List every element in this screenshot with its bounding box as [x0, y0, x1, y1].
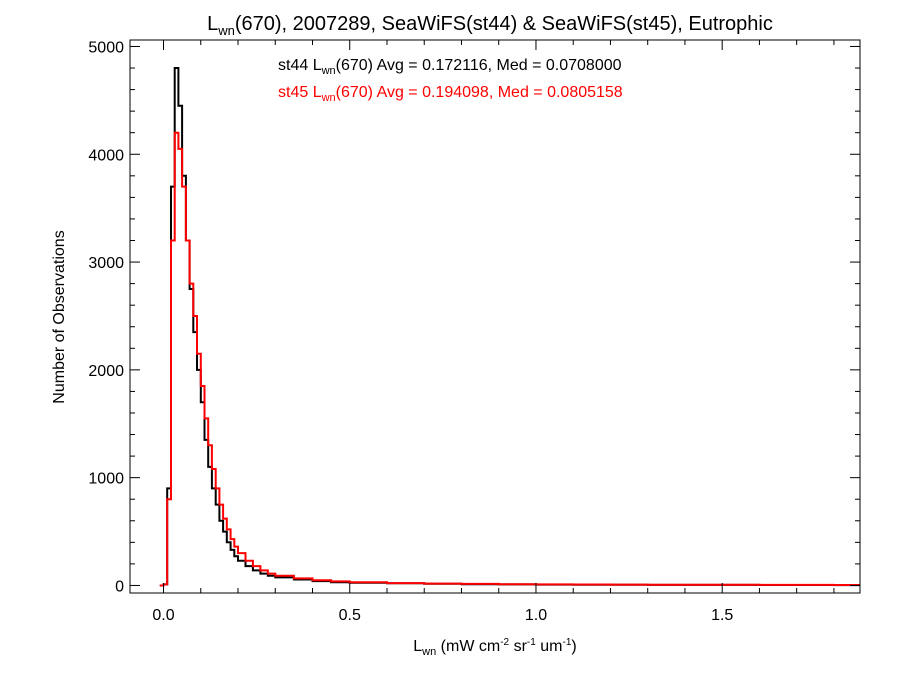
x-tick-label: 0.0 [152, 607, 174, 624]
y-tick-label: 3000 [88, 255, 124, 272]
y-tick-label: 1000 [88, 471, 124, 488]
ticks-layer: 0.0 0.5 1.0 1.5 0 1000 2000 3000 4000 5000 [88, 39, 860, 624]
y-tick-label: 4000 [88, 147, 124, 164]
y-axis-label: Number of Observations [51, 230, 68, 403]
x-tick-label: 1.5 [711, 607, 733, 624]
y-tick-label: 2000 [88, 363, 124, 380]
series-line-st44 [159, 67, 860, 587]
x-tick-label: 1.0 [525, 607, 547, 624]
annotation-st45: st45 Lwn(670) Avg = 0.194098, Med = 0.08… [278, 84, 623, 104]
annotation-st44: st44 Lwn(670) Avg = 0.172116, Med = 0.07… [278, 57, 622, 77]
plot-frame [129, 39, 861, 594]
series-line-st45 [159, 131, 860, 587]
y-tick-label: 0 [115, 578, 124, 595]
x-axis-label: Lwn (mW cm-2 sr-1 um-1) [413, 637, 576, 658]
chart-title: Lwn(670), 2007289, SeaWiFS(st44) & SeaWi… [207, 13, 773, 38]
x-tick-label: 0.5 [339, 607, 361, 624]
y-tick-label: 5000 [88, 39, 124, 56]
data-layer [159, 67, 860, 587]
